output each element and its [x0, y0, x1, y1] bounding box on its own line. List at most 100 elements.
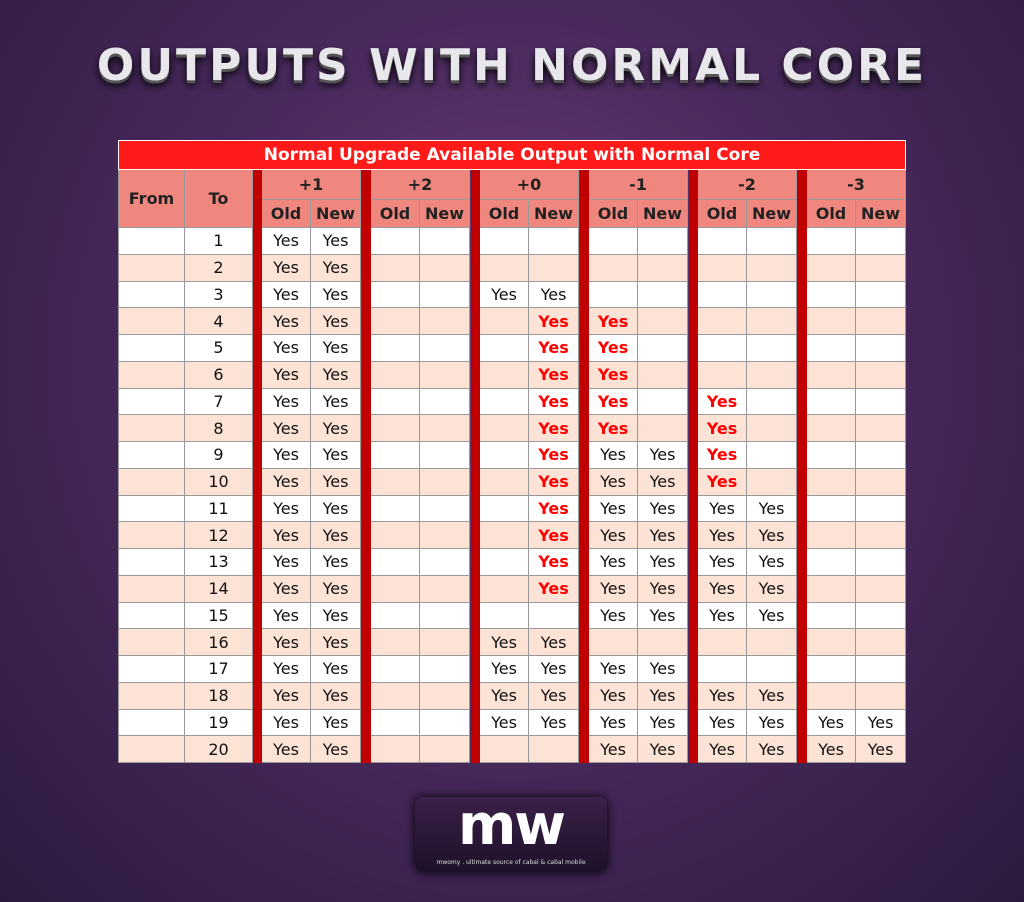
cell — [480, 468, 529, 496]
cell: Yes — [638, 442, 688, 469]
cell: Yes — [589, 361, 638, 389]
cell: Yes — [529, 468, 579, 496]
cell — [480, 361, 529, 389]
cell: Yes — [262, 549, 311, 576]
cell: Yes — [529, 495, 579, 523]
cell — [698, 361, 747, 389]
cell: Yes — [480, 709, 529, 737]
cell: Yes — [262, 308, 311, 335]
cell: Yes — [262, 228, 311, 255]
cell — [480, 602, 529, 630]
cell — [807, 549, 856, 576]
cell: Yes — [589, 308, 638, 335]
to-cell: 4 — [185, 308, 253, 335]
cell — [807, 281, 856, 309]
cell — [420, 308, 470, 335]
cell: Yes — [638, 522, 688, 549]
cell — [480, 228, 529, 255]
cell: Yes — [638, 736, 688, 763]
from-cell — [118, 281, 185, 309]
cell — [529, 602, 579, 630]
cell — [420, 442, 470, 469]
cell: Yes — [807, 736, 856, 763]
cell: Yes — [311, 254, 361, 282]
cell: Yes — [262, 442, 311, 469]
cell — [807, 575, 856, 603]
cell: Yes — [311, 602, 361, 630]
cell: Yes — [529, 682, 579, 710]
cell: Yes — [747, 549, 797, 576]
to-header: To — [185, 170, 253, 228]
cell: Yes — [311, 442, 361, 469]
cell: Yes — [529, 308, 579, 335]
cell: Yes — [262, 575, 311, 603]
cell: Yes — [589, 709, 638, 737]
cell: Yes — [311, 629, 361, 656]
cell — [856, 549, 906, 576]
cell — [856, 228, 906, 255]
cell — [371, 388, 420, 416]
group-header: +0 — [480, 170, 579, 200]
cell: Yes — [262, 656, 311, 683]
cell — [480, 575, 529, 603]
cell — [420, 522, 470, 549]
cell — [747, 468, 797, 496]
cell: Yes — [747, 682, 797, 710]
cell — [480, 442, 529, 469]
from-cell — [118, 656, 185, 683]
cell — [529, 736, 579, 763]
cell: Yes — [638, 656, 688, 683]
cell: Yes — [698, 736, 747, 763]
group-divider — [798, 170, 807, 763]
cell — [747, 388, 797, 416]
cell — [807, 468, 856, 496]
cell — [371, 575, 420, 603]
cell — [856, 254, 906, 282]
cell: Yes — [638, 575, 688, 603]
cell — [638, 228, 688, 255]
to-cell: 9 — [185, 442, 253, 469]
cell — [420, 736, 470, 763]
cell — [420, 415, 470, 442]
cell — [807, 522, 856, 549]
cell: Yes — [262, 388, 311, 416]
cell — [589, 629, 638, 656]
cell: Yes — [262, 361, 311, 389]
cell: Yes — [747, 709, 797, 737]
sub-header: Old — [480, 200, 529, 228]
cell: Yes — [262, 495, 311, 523]
cell — [480, 415, 529, 442]
cell — [747, 308, 797, 335]
cell — [638, 281, 688, 309]
from-cell — [118, 361, 185, 389]
cell — [420, 495, 470, 523]
cell: Yes — [311, 335, 361, 362]
cell — [371, 442, 420, 469]
cell: Yes — [311, 281, 361, 309]
cell — [589, 228, 638, 255]
cell: Yes — [262, 281, 311, 309]
cell: Yes — [589, 388, 638, 416]
cell — [807, 388, 856, 416]
cell: Yes — [698, 388, 747, 416]
from-cell — [118, 388, 185, 416]
cell: Yes — [698, 549, 747, 576]
cell — [589, 254, 638, 282]
cell — [420, 549, 470, 576]
group-divider — [689, 170, 698, 763]
cell — [856, 308, 906, 335]
to-cell: 13 — [185, 549, 253, 576]
to-cell: 20 — [185, 736, 253, 763]
cell: Yes — [262, 682, 311, 710]
cell: Yes — [529, 656, 579, 683]
logo-mark: mw — [457, 793, 566, 858]
group-divider — [253, 170, 262, 763]
cell: Yes — [311, 682, 361, 710]
sub-header: Old — [807, 200, 856, 228]
cell — [807, 254, 856, 282]
sub-header: Old — [589, 200, 638, 228]
to-cell: 17 — [185, 656, 253, 683]
cell — [371, 361, 420, 389]
cell — [420, 602, 470, 630]
cell: Yes — [589, 549, 638, 576]
